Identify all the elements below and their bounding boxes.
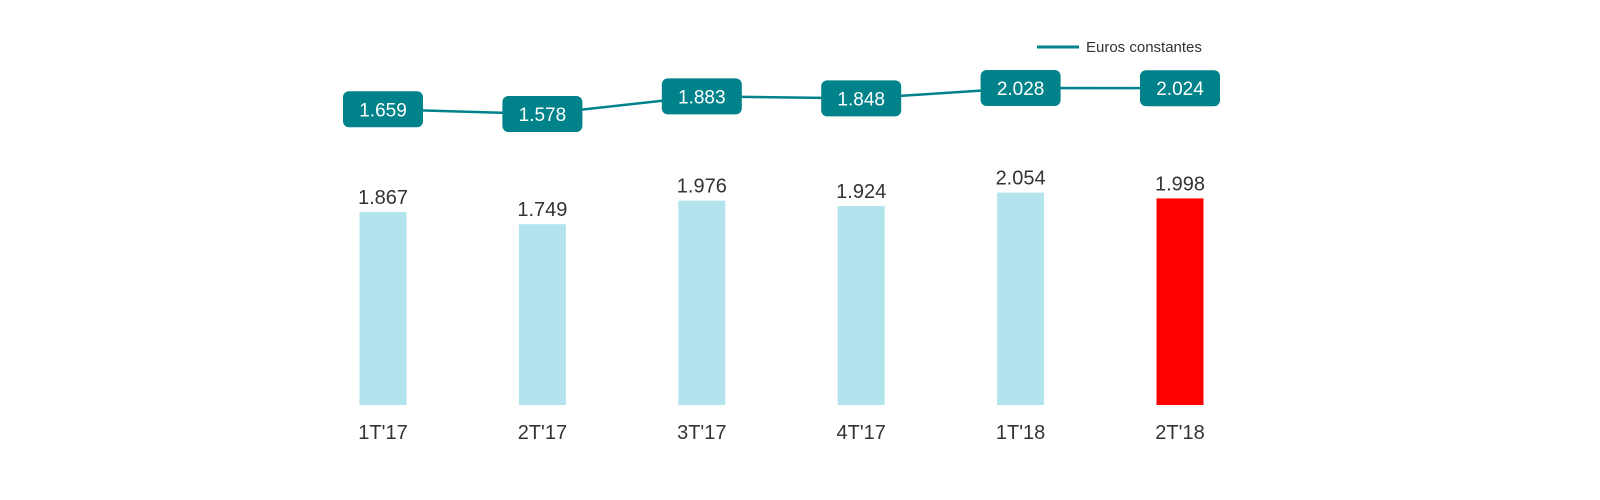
category-labels-group: 1T'17 2T'17 3T'17 4T'17 1T'18 2T'18 — [358, 422, 1204, 444]
bar — [837, 206, 885, 405]
line-labels-group: 1.659 1.578 1.883 1.848 2.028 2.024 — [343, 70, 1220, 132]
category-label: 1T'18 — [996, 422, 1045, 444]
bar — [518, 224, 566, 405]
category-label: 2T'17 — [518, 422, 567, 444]
bar — [1156, 198, 1204, 405]
bar-value-label: 1.867 — [358, 187, 408, 209]
line-value-label: 2.024 — [1156, 79, 1204, 100]
bar-value-label: 1.924 — [836, 181, 886, 203]
legend-label: Euros constantes — [1086, 39, 1202, 56]
category-label: 4T'17 — [836, 422, 885, 444]
legend: Euros constantes — [1037, 39, 1202, 56]
bar-labels-group: 1.867 1.749 1.976 1.924 2.054 1.998 — [358, 168, 1205, 222]
line-value-label: 1.848 — [837, 89, 885, 110]
bar — [997, 192, 1045, 405]
bars-group — [359, 192, 1204, 405]
line-point-marker — [821, 80, 902, 117]
line-value-label: 2.028 — [997, 79, 1045, 100]
line-point-marker — [1140, 70, 1220, 107]
bar — [359, 212, 407, 405]
line-value-label: 1.659 — [359, 100, 407, 121]
category-label: 2T'18 — [1155, 422, 1204, 444]
line-point-marker — [980, 70, 1061, 106]
bar — [678, 200, 726, 405]
bar-value-label: 1.749 — [517, 199, 567, 221]
line-point-marker — [661, 78, 742, 115]
line-value-label: 1.883 — [678, 87, 726, 108]
bar-value-label: 1.998 — [1155, 173, 1205, 195]
category-label: 1T'17 — [358, 422, 407, 444]
line-point-marker — [502, 96, 583, 132]
bar-value-label: 1.976 — [677, 176, 727, 198]
line-point-marker — [343, 91, 423, 128]
bar-value-label: 2.054 — [996, 168, 1046, 190]
category-label: 3T'17 — [677, 422, 726, 444]
line-value-label: 1.578 — [519, 105, 567, 126]
